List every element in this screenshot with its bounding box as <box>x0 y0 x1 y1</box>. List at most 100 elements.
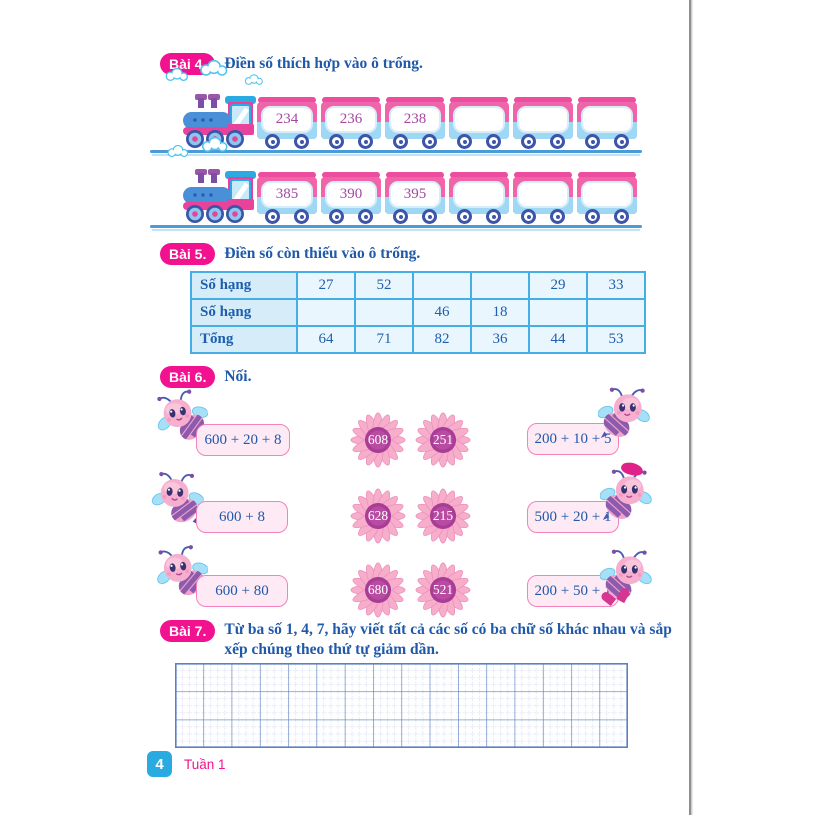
cloud-icon <box>164 145 192 158</box>
table-row: Số hạng 27 52 29 33 <box>190 271 646 300</box>
table-cell: 53 <box>586 325 646 354</box>
wheel-icon <box>486 134 501 149</box>
table-row: Tổng 64 71 82 36 44 53 <box>190 325 646 354</box>
wheel-icon <box>614 209 629 224</box>
wheel-icon <box>329 134 344 149</box>
expression-card: 600 + 8 <box>196 501 288 533</box>
table-cell: 46 <box>412 298 472 327</box>
flower-number: 608 <box>349 411 407 469</box>
wagon-number: 236 <box>339 111 363 127</box>
table-cell: 36 <box>470 325 530 354</box>
exercise-7-title: Từ ba số 1, 4, 7, hãy viết tất cả các số… <box>224 621 672 658</box>
week-label: Tuần 1 <box>184 757 226 772</box>
train-wagon: 236 <box>321 97 381 149</box>
expression-text: 200 + 10 + 5 <box>534 430 612 447</box>
expression-card: 600 + 80 <box>196 575 288 607</box>
train-1-wagons: 234 236 238 <box>257 97 637 149</box>
train-track <box>150 150 642 156</box>
wagon-number-box: 395 <box>389 181 441 208</box>
table-cell: 27 <box>296 271 356 300</box>
wagon-blank-box <box>581 106 633 133</box>
wheel-icon <box>358 209 373 224</box>
flower-number: 521 <box>414 561 472 619</box>
train-wagon: 390 <box>321 172 381 224</box>
flower-number: 215 <box>414 487 472 545</box>
wagon-number: 385 <box>275 186 299 202</box>
train-wagon: 395 <box>385 172 445 224</box>
wheel-icon <box>329 209 344 224</box>
wheel-icon <box>294 134 309 149</box>
table-cell-blank <box>412 271 472 300</box>
expression-card: 500 + 20 + 1 <box>527 501 619 533</box>
exercise-7-heading: Bài 7. Từ ba số 1, 4, 7, hãy viết tất cả… <box>160 620 672 660</box>
train-wagon <box>449 97 509 149</box>
cloud-icon <box>198 137 232 153</box>
wagon-blank-box <box>453 181 505 208</box>
table-cell: 64 <box>296 325 356 354</box>
flower-number-text: 608 <box>367 432 389 447</box>
wagon-number-box: 390 <box>325 181 377 208</box>
train-wagon: 234 <box>257 97 317 149</box>
exercise-5-title: Điền số còn thiếu vào ô trống. <box>224 245 421 262</box>
wagon-blank-box <box>581 181 633 208</box>
train-wagon <box>577 172 637 224</box>
expression-text: 200 + 50 + 1 <box>534 582 612 599</box>
wagon-number-box: 238 <box>389 106 441 133</box>
page-number-badge: 4 <box>147 751 172 777</box>
wagon-blank-box <box>517 106 569 133</box>
heart-icon <box>605 583 626 602</box>
exercise-7-badge: Bài 7. <box>160 620 216 642</box>
exercise-6-badge: Bài 6. <box>160 366 216 388</box>
wheel-icon <box>550 134 565 149</box>
wheel-icon <box>422 209 437 224</box>
wheel-icon <box>393 134 408 149</box>
flower-number-text: 628 <box>367 508 389 523</box>
wheel-icon <box>614 134 629 149</box>
wheel-icon <box>294 209 309 224</box>
wheel-icon <box>265 134 280 149</box>
number-train-1: 234 236 238 <box>150 90 642 160</box>
wagon-number: 390 <box>339 186 363 202</box>
flower-number-text: 251 <box>432 432 454 447</box>
train-wagon <box>513 97 573 149</box>
wheel-icon <box>486 209 501 224</box>
table-cell-blank <box>470 271 530 300</box>
train-2-wagons: 385 390 395 <box>257 172 637 224</box>
flower-number-text: 215 <box>432 508 454 523</box>
train-wagon <box>449 172 509 224</box>
flower-number: 680 <box>349 561 407 619</box>
wheel-icon <box>265 209 280 224</box>
table-cell: 33 <box>586 271 646 300</box>
table-cell-blank <box>354 298 414 327</box>
addition-table: Số hạng 27 52 29 33 Số hạng 46 18 Tổng 6… <box>190 271 646 354</box>
expression-text: 600 + 80 <box>215 582 269 599</box>
wagon-number-box: 385 <box>261 181 313 208</box>
exercise-6-title: Nối. <box>224 368 252 385</box>
train-wagon <box>577 97 637 149</box>
bee-icon <box>598 385 650 439</box>
wheel-icon <box>521 209 536 224</box>
locomotive-icon <box>183 163 257 225</box>
table-cell-blank <box>296 298 356 327</box>
table-cell: 71 <box>354 325 414 354</box>
wheel-icon <box>457 134 472 149</box>
train-track <box>150 225 642 231</box>
wagon-blank-box <box>453 106 505 133</box>
expression-text: 600 + 8 <box>219 508 265 525</box>
number-train-2: 385 390 395 <box>150 165 642 235</box>
exercise-5-badge: Bài 5. <box>160 243 216 265</box>
flower-number-text: 521 <box>432 582 454 597</box>
flower-number: 251 <box>414 411 472 469</box>
wagon-number: 234 <box>275 111 299 127</box>
table-cell: 82 <box>412 325 472 354</box>
page-edge-line <box>689 0 691 815</box>
wheel-icon <box>457 209 472 224</box>
wheel-icon <box>585 134 600 149</box>
table-row: Số hạng 46 18 <box>190 298 646 327</box>
row-label: Số hạng <box>190 298 298 327</box>
table-cell-blank <box>528 298 588 327</box>
wagon-blank-box <box>517 181 569 208</box>
expression-text: 600 + 20 + 8 <box>204 431 282 448</box>
expression-card: 600 + 20 + 8 <box>196 424 290 456</box>
row-label: Tổng <box>190 325 298 354</box>
